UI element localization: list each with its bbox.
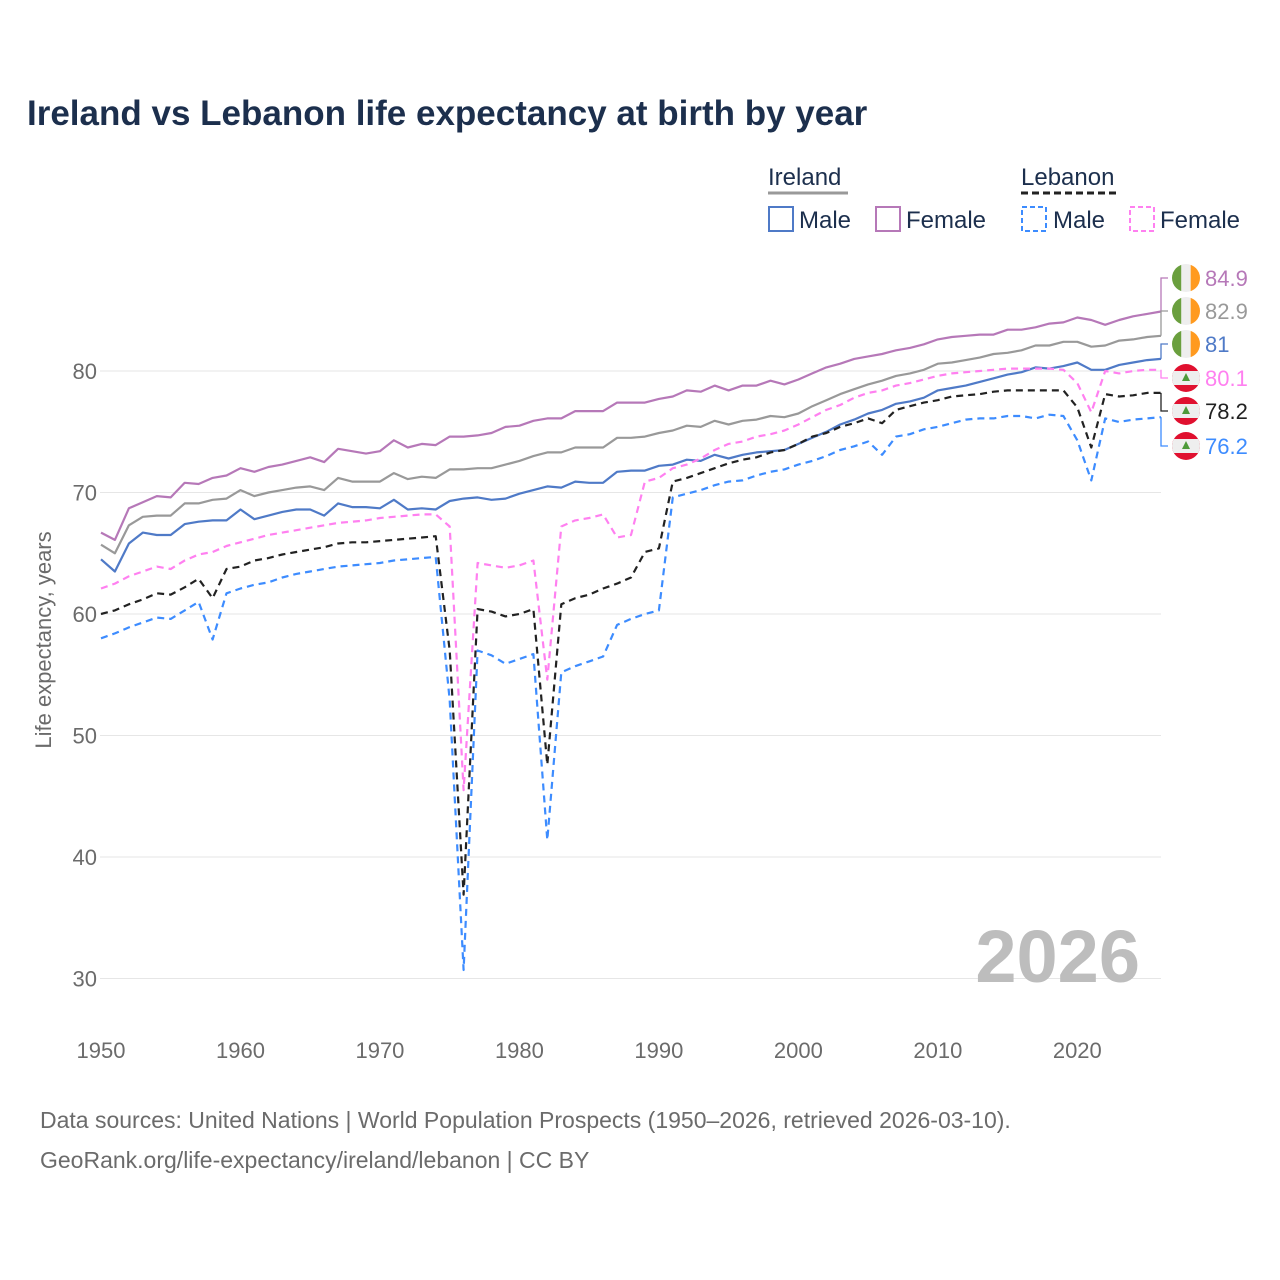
lebanon-flag-icon xyxy=(1172,397,1200,425)
series-line-lebanon-female xyxy=(100,367,1161,792)
x-tick-label: 1980 xyxy=(495,1038,544,1063)
year-watermark: 2026 xyxy=(975,915,1140,998)
series-line-ireland-male xyxy=(100,357,1162,573)
end-connector xyxy=(1160,310,1168,336)
x-tick-label: 2000 xyxy=(774,1038,823,1063)
footer-credit: GeoRank.org/life-expectancy/ireland/leba… xyxy=(40,1147,590,1173)
end-connector xyxy=(1160,417,1168,447)
legend-ireland-female-label: Female xyxy=(906,207,986,234)
legend-lebanon-heading: Lebanon xyxy=(1021,164,1114,191)
legend-ireland-female-swatch xyxy=(875,206,901,232)
y-tick-label: 60 xyxy=(73,602,97,627)
end-value-label: 82.9 xyxy=(1205,299,1248,324)
x-axis-ticks: 1950 1960 1970 1980 1990 2000 2010 2020 xyxy=(77,1038,1102,1063)
end-value-label: 81 xyxy=(1205,332,1229,357)
x-tick-label: 2010 xyxy=(913,1038,962,1063)
end-connector xyxy=(1160,392,1168,412)
grid-lines xyxy=(100,370,1161,979)
y-axis-label: Life expectancy, years xyxy=(31,531,56,748)
y-axis-ticks: 30 40 50 60 70 80 xyxy=(73,359,97,992)
end-value-label: 78.2 xyxy=(1205,399,1248,424)
legend: Ireland Male Female Lebanon Male Female xyxy=(768,164,1240,234)
y-tick-label: 70 xyxy=(73,481,97,506)
y-tick-label: 30 xyxy=(73,967,97,992)
end-connector xyxy=(1160,369,1168,379)
end-labels: 84.9 82.9 81 80.1 78.2 76.2 xyxy=(1160,264,1248,460)
lebanon-flag-icon xyxy=(1172,432,1200,460)
x-tick-label: 1970 xyxy=(355,1038,404,1063)
y-tick-label: 80 xyxy=(73,359,97,384)
ireland-flag-icon xyxy=(1172,264,1200,292)
series-line-ireland-female xyxy=(100,310,1162,542)
ireland-flag-icon xyxy=(1172,297,1200,325)
series-line-lebanon-both xyxy=(100,389,1161,896)
y-tick-label: 40 xyxy=(73,845,97,870)
series-lines xyxy=(100,310,1162,972)
x-tick-label: 1990 xyxy=(634,1038,683,1063)
y-tick-label: 50 xyxy=(73,724,97,749)
end-connector xyxy=(1160,277,1168,312)
x-tick-label: 1950 xyxy=(77,1038,126,1063)
lebanon-flag-icon xyxy=(1172,364,1200,392)
legend-ireland-heading: Ireland xyxy=(768,164,841,191)
legend-ireland-male-label: Male xyxy=(799,207,851,234)
legend-ireland-male-swatch xyxy=(768,206,794,232)
chart-title: Ireland vs Lebanon life expectancy at bi… xyxy=(27,94,868,133)
legend-lebanon-female-swatch xyxy=(1129,206,1155,232)
end-connector xyxy=(1160,343,1168,359)
x-tick-label: 1960 xyxy=(216,1038,265,1063)
footer-sources: Data sources: United Nations | World Pop… xyxy=(40,1107,1011,1133)
legend-lebanon-male-label: Male xyxy=(1053,207,1105,234)
end-value-label: 84.9 xyxy=(1205,266,1248,291)
legend-lebanon-female-label: Female xyxy=(1160,207,1240,234)
series-line-lebanon-male xyxy=(100,413,1162,972)
ireland-flag-icon xyxy=(1172,330,1200,358)
legend-lebanon-male-swatch xyxy=(1021,206,1047,232)
x-tick-label: 2020 xyxy=(1053,1038,1102,1063)
end-value-label: 80.1 xyxy=(1205,366,1248,391)
series-line-ireland-both xyxy=(100,334,1162,555)
end-value-label: 76.2 xyxy=(1205,434,1248,459)
